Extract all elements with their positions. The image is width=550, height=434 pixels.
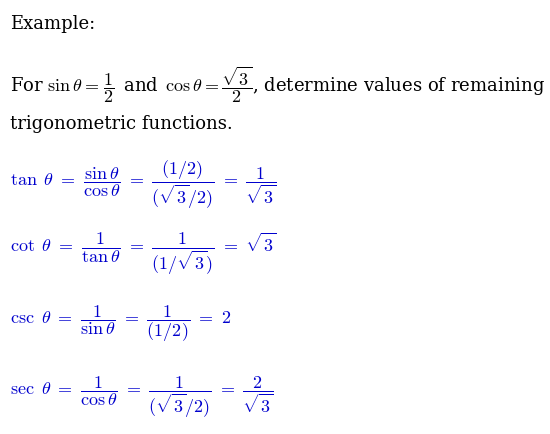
Text: trigonometric functions.: trigonometric functions. bbox=[10, 115, 233, 133]
Text: $\sec\ \theta\ =\ \dfrac{1}{\cos\theta}\ =\ \dfrac{1}{(\sqrt{3}/2)}\ =\ \dfrac{2: $\sec\ \theta\ =\ \dfrac{1}{\cos\theta}\… bbox=[10, 374, 273, 420]
Text: Example:: Example: bbox=[10, 15, 95, 33]
Text: $\cot\ \theta\ =\ \dfrac{1}{\tan\theta}\ =\ \dfrac{1}{(1/\sqrt{3})}\ =\ \sqrt{3}: $\cot\ \theta\ =\ \dfrac{1}{\tan\theta}\… bbox=[10, 230, 276, 277]
Text: $\tan\ \theta\ =\ \dfrac{\sin\theta}{\cos\theta}\ =\ \dfrac{(1/2)}{(\sqrt{3}/2)}: $\tan\ \theta\ =\ \dfrac{\sin\theta}{\co… bbox=[10, 158, 277, 211]
Text: For $\sin\theta = \,\dfrac{1}{2}\,$ and $\,\cos\theta = \dfrac{\sqrt{3}}{2}$, de: For $\sin\theta = \,\dfrac{1}{2}\,$ and … bbox=[10, 64, 545, 105]
Text: $\csc\ \theta\ =\ \dfrac{1}{\sin\theta}\ =\ \dfrac{1}{(1/2)}\ =\ 2$: $\csc\ \theta\ =\ \dfrac{1}{\sin\theta}\… bbox=[10, 303, 231, 344]
